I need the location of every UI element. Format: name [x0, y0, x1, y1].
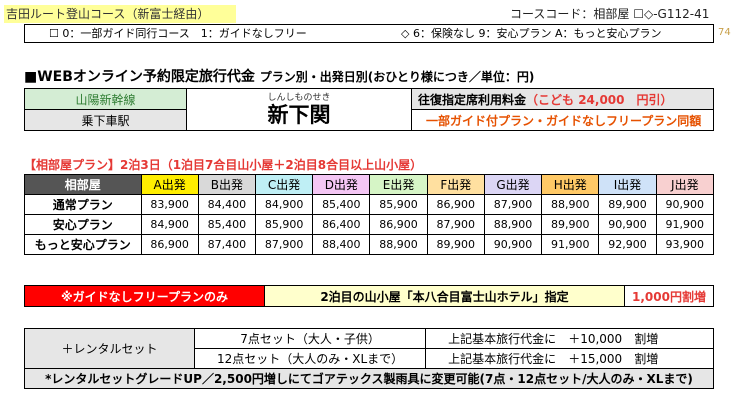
price-cell: 88,900 — [483, 214, 543, 235]
guide-free-table: ※ガイドなしフリープランのみ 2泊目の山小屋「本八合目富士山ホテル」指定 1,0… — [24, 285, 714, 307]
round-trip-fare-label: 往復指定席利用料金（こども 24,000 円引） — [411, 88, 714, 110]
rail-line-label: 山陽新幹線 — [24, 88, 187, 110]
departure-header: G出発 — [483, 174, 543, 195]
price-cell: 89,900 — [426, 234, 485, 255]
price-cell: 91,900 — [541, 234, 600, 255]
price-cell: 87,900 — [426, 214, 485, 235]
course-title: 吉田ルート登山コース（新富士経由） — [4, 5, 236, 23]
price-cell: 84,900 — [254, 194, 314, 215]
price-cell: 89,900 — [541, 214, 600, 235]
price-cell: 93,900 — [655, 234, 715, 255]
plan-name: 安心プラン — [24, 214, 142, 235]
departure-header: D出発 — [312, 174, 371, 195]
departure-header: A出発 — [140, 174, 199, 195]
guide-option-codes: ☐ 0：一部ガイド同行コース 1：ガイドなしフリー — [49, 27, 307, 40]
price-cell: 84,400 — [197, 194, 256, 215]
option-codes-box: ☐ 0：一部ガイド同行コース 1：ガイドなしフリー ◇ 6：保険なし 9：安心プ… — [24, 24, 714, 43]
plan-name: 通常プラン — [24, 194, 142, 215]
departure-header: F出発 — [426, 174, 485, 195]
price-cell: 90,900 — [483, 234, 543, 255]
departure-header: B出発 — [197, 174, 256, 195]
price-cell: 85,900 — [254, 214, 314, 235]
same-price-note: 一部ガイド付プラン・ガイドなしフリープラン同額 — [411, 109, 714, 131]
departure-header: H出発 — [541, 174, 600, 195]
rental-fee-prefix: 上記基本旅行代金に — [448, 352, 557, 366]
hotel-note: 2泊目の山小屋「本八合目富士山ホテル」指定 — [264, 285, 625, 307]
rental-fee-amount: ＋10,000 割増 — [568, 332, 659, 346]
price-cell: 91,900 — [655, 214, 715, 235]
plan-heading: 【相部屋プラン】2泊3日（1泊目7合目山小屋＋2泊目8合目以上山小屋） — [24, 158, 423, 172]
table-row: 通常プラン 83,900 84,400 84,900 85,400 85,900 86,90… — [24, 194, 715, 215]
price-cell: 86,400 — [312, 214, 371, 235]
price-cell: 88,400 — [312, 234, 371, 255]
price-cell: 86,900 — [426, 194, 485, 215]
price-cell: 88,900 — [369, 234, 428, 255]
table-row: 安心プラン 84,900 85,400 85,900 86,400 86,900 87,90… — [24, 214, 715, 235]
rental-upgrade-note: *レンタルセットグレードUP／2,500円増しにてゴアテックス製雨具に変更可能(… — [24, 368, 714, 389]
page-number: 74 — [718, 27, 731, 38]
price-cell: 90,900 — [655, 194, 715, 215]
price-cell: 89,900 — [598, 194, 657, 215]
price-cell: 86,900 — [140, 234, 199, 255]
price-cell: 83,900 — [140, 194, 199, 215]
station-name: 新下関 — [267, 102, 331, 127]
price-cell: 85,400 — [197, 214, 256, 235]
table-row: もっと安心プラン 86,900 87,400 87,900 88,400 88,900 89… — [24, 234, 715, 255]
price-cell: 87,900 — [254, 234, 314, 255]
rental-set-fee: 上記基本旅行代金に ＋15,000 割増 — [425, 348, 714, 369]
child-discount: （こども 24,000 円引） — [526, 92, 673, 107]
insurance-option-codes: ◇ 6：保険なし 9：安心プラン A：もっと安心プラン — [401, 27, 662, 40]
fare-table: 相部屋 A出発 B出発 C出発 D出発 E出発 F出発 G出発 H出発 I出発 J出発 通常プラン… — [24, 174, 715, 255]
price-cell: 90,900 — [598, 214, 657, 235]
price-cell: 88,900 — [541, 194, 600, 215]
rental-set-fee: 上記基本旅行代金に ＋10,000 割増 — [425, 328, 714, 349]
departure-header: I出発 — [598, 174, 657, 195]
departure-header: E出発 — [369, 174, 428, 195]
departure-header: C出発 — [254, 174, 314, 195]
fare-table-corner: 相部屋 — [24, 174, 142, 195]
station-table: 山陽新幹線 しんしものせき 新下関 往復指定席利用料金（こども 24,000 円… — [24, 88, 714, 131]
rental-table: ＋レンタルセット 7点セット（大人・子供） 上記基本旅行代金に ＋10,000 … — [24, 328, 714, 389]
rental-fee-prefix: 上記基本旅行代金に — [448, 332, 557, 346]
boarding-station-label: 乗下車駅 — [24, 109, 187, 131]
price-cell: 87,900 — [483, 194, 543, 215]
section-title: ■WEBオンライン予約限定旅行代金 プラン別・出発日別(おひとり様につき／単位：… — [24, 68, 534, 86]
fare-prefix: 往復指定席利用料金 — [418, 92, 527, 107]
rental-fee-amount: ＋15,000 割増 — [568, 352, 659, 366]
departure-header: J出発 — [655, 174, 715, 195]
guide-free-label: ※ガイドなしフリープランのみ — [24, 285, 265, 307]
rental-set-name: 7点セット（大人・子供） — [193, 328, 427, 349]
rental-set-name: 12点セット（大人のみ・XLまで） — [193, 348, 427, 369]
course-code: コースコード：相部屋 ☐◇-G112-41 — [510, 7, 710, 21]
price-cell: 85,400 — [312, 194, 371, 215]
rental-set-label: ＋レンタルセット — [24, 328, 195, 369]
section-title-main: ■WEBオンライン予約限定旅行代金 — [24, 69, 255, 85]
price-cell: 92,900 — [598, 234, 657, 255]
section-title-sub: プラン別・出発日別(おひとり様につき／単位：円) — [259, 70, 535, 84]
guide-free-surcharge: 1,000円割増 — [624, 285, 714, 307]
plan-name: もっと安心プラン — [24, 234, 142, 255]
price-cell: 87,400 — [197, 234, 256, 255]
price-cell: 85,900 — [369, 194, 428, 215]
station-name-cell: しんしものせき 新下関 — [186, 88, 412, 131]
station-name-ruby: しんしものせき — [267, 92, 331, 103]
price-cell: 84,900 — [140, 214, 199, 235]
price-cell: 86,900 — [369, 214, 428, 235]
